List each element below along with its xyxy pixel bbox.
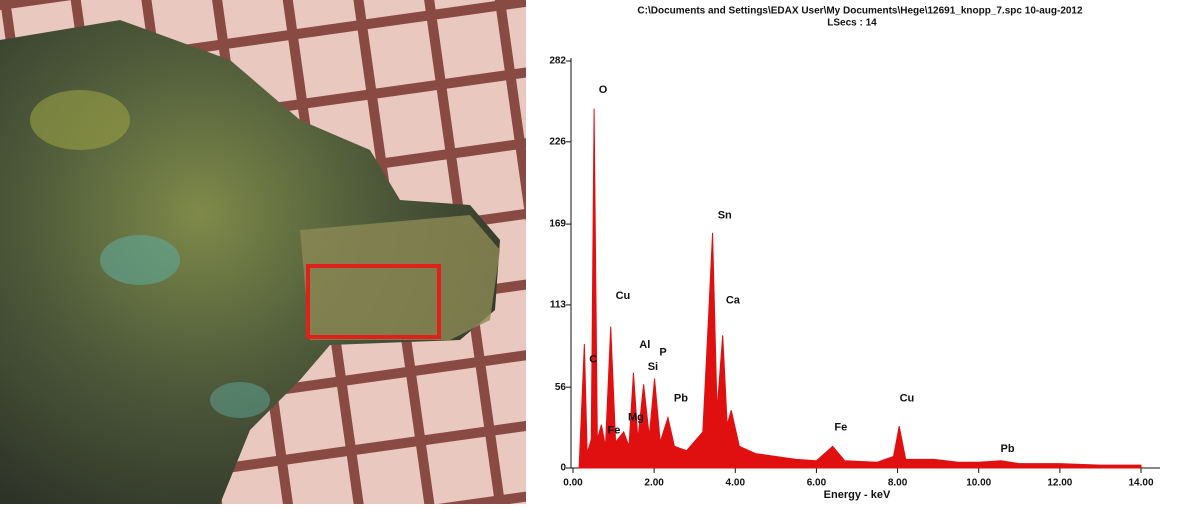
peak-label: Pb (674, 393, 688, 405)
peak-label: Ca (726, 294, 741, 306)
peak-label: Mg (628, 411, 644, 423)
peak-label: C (589, 354, 597, 366)
peak-label: O (599, 84, 608, 96)
peak-label: P (659, 346, 666, 358)
y-tick-label: 0 (560, 463, 566, 474)
x-tick-label: 10.00 (966, 478, 991, 489)
y-tick-label: 226 (549, 136, 566, 147)
peak-label: Cu (900, 393, 915, 405)
x-tick-label: 6.00 (807, 478, 827, 489)
x-tick-label: 4.00 (726, 478, 746, 489)
peak-label: Cu (616, 290, 631, 302)
peak-label: Sn (718, 209, 732, 221)
x-axis-title: Energy - keV (824, 489, 891, 501)
peak-label: Fe (608, 424, 621, 436)
peak-label: Al (639, 339, 650, 351)
x-tick-label: 0.00 (563, 478, 583, 489)
y-tick-label: 169 (549, 219, 566, 230)
chart-title: C:\Documents and Settings\EDAX User\My D… (637, 6, 1083, 17)
figure: C:\Documents and Settings\EDAX User\My D… (0, 0, 1180, 504)
spectrum (579, 109, 1141, 468)
peak-label: Si (648, 361, 658, 373)
x-tick-label: 14.00 (1128, 478, 1153, 489)
y-tick-label: 282 (549, 56, 566, 67)
x-tick-label: 8.00 (888, 478, 908, 489)
y-tick-label: 56 (555, 382, 567, 393)
peak-label: Fe (834, 421, 847, 433)
x-tick-label: 2.00 (644, 478, 664, 489)
peak-label: Pb (1000, 443, 1014, 455)
photo (0, 0, 526, 504)
chart-subtitle: LSecs : 14 (827, 18, 877, 29)
y-tick-label: 113 (550, 300, 567, 311)
x-tick-label: 12.00 (1047, 478, 1072, 489)
page: C:\Documents and Settings\EDAX User\My D… (0, 0, 1180, 504)
